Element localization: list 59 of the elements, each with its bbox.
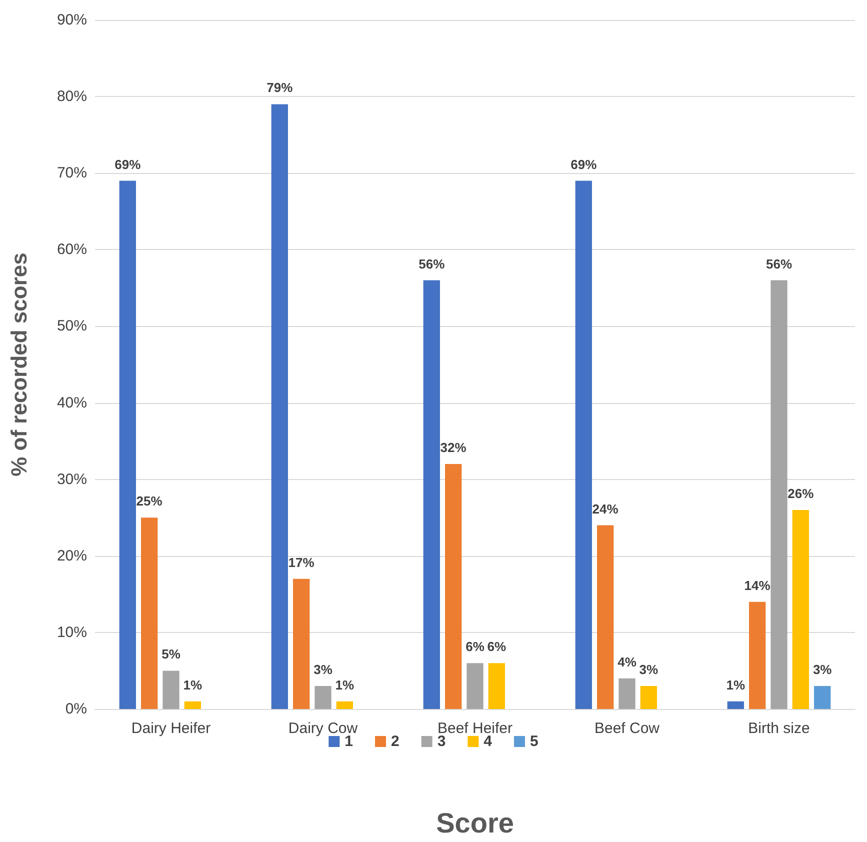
y-tick-label: 40% — [56, 394, 87, 412]
bar — [119, 180, 136, 709]
y-tick-label: 70% — [56, 164, 87, 182]
y-tick-label: 50% — [56, 318, 87, 335]
data-label: 17% — [288, 554, 315, 570]
data-label: 1% — [183, 677, 203, 692]
y-tick-label: 0% — [65, 700, 87, 718]
data-label: 56% — [418, 256, 446, 272]
data-label: 25% — [136, 494, 163, 509]
data-label: 6% — [466, 639, 485, 654]
y-tick-label: 60% — [56, 241, 87, 258]
bar — [336, 701, 354, 709]
data-label: 4% — [618, 654, 637, 670]
data-label: 3% — [639, 662, 659, 678]
bar — [314, 686, 332, 709]
y-tick-label: 80% — [56, 88, 87, 106]
x-tick-label: Dairy Heifer — [131, 720, 211, 737]
bar — [292, 578, 310, 709]
bar — [140, 518, 158, 709]
y-tick-label: 90% — [56, 12, 87, 28]
data-label: 3% — [314, 662, 333, 678]
bar — [748, 602, 766, 709]
data-label: 1% — [335, 677, 355, 692]
data-label: 24% — [592, 501, 619, 516]
bar — [770, 280, 788, 709]
data-label: 3% — [812, 662, 832, 678]
x-tick-label: Birth size — [748, 720, 810, 737]
bar — [423, 280, 440, 709]
bar — [618, 678, 636, 709]
y-tick-label: 20% — [56, 547, 87, 564]
y-tick-label: 30% — [56, 470, 87, 488]
bar — [575, 180, 592, 709]
data-label: 1% — [726, 677, 746, 692]
bar — [184, 701, 202, 709]
bar — [596, 525, 614, 709]
data-label: 56% — [766, 256, 792, 272]
data-label: 79% — [266, 80, 294, 96]
data-label: 69% — [114, 156, 142, 172]
data-label: 69% — [570, 156, 598, 172]
bar — [444, 464, 462, 709]
bar — [466, 663, 484, 709]
y-axis-title: % of recorded scores — [6, 252, 32, 476]
bar — [271, 104, 288, 709]
x-axis-title: Score — [436, 808, 514, 838]
data-label: 32% — [440, 440, 467, 456]
data-label: 6% — [487, 639, 507, 654]
bar — [814, 686, 831, 709]
data-label: 26% — [788, 486, 814, 501]
data-label: 14% — [744, 578, 771, 593]
legend-label: 2 — [390, 733, 400, 750]
bar — [727, 701, 744, 709]
data-label: 5% — [162, 646, 181, 662]
x-tick-label: Beef Cow — [594, 720, 660, 737]
y-tick-label: 10% — [56, 624, 87, 641]
legend-label: 5 — [530, 733, 538, 750]
bar — [640, 686, 658, 709]
bar — [488, 663, 506, 709]
bar — [792, 510, 810, 709]
bar — [162, 670, 180, 709]
